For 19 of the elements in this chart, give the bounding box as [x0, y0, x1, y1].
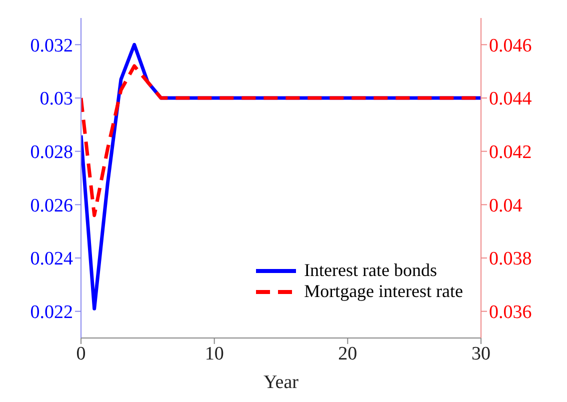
- x-tick-label: 0: [76, 343, 86, 364]
- y-tick-label: 0.028: [30, 142, 73, 164]
- y-tick-label: 0.03: [40, 88, 73, 110]
- y2-tick-label: 0.042: [489, 142, 532, 164]
- y-tick-label: 0.024: [30, 248, 74, 270]
- y2-tick-label: 0.04: [489, 195, 523, 216]
- x-tick-label: 10: [204, 343, 224, 364]
- legend-label: Interest rate bonds: [304, 260, 438, 281]
- y-tick-label: 0.022: [30, 302, 73, 324]
- x-tick-label: 30: [472, 343, 490, 364]
- y2-tick-label: 0.036: [489, 302, 532, 324]
- x-tick-label: 20: [338, 343, 358, 364]
- y-tick-label: 0.032: [30, 35, 73, 56]
- y2-tick-label: 0.046: [489, 35, 532, 56]
- legend-label: Mortgage interest rate: [304, 281, 463, 302]
- y2-tick-label: 0.038: [489, 248, 532, 270]
- y2-tick-label: 0.044: [489, 88, 532, 110]
- y-tick-label: 0.026: [30, 195, 73, 216]
- x-axis-title: Year: [263, 372, 300, 393]
